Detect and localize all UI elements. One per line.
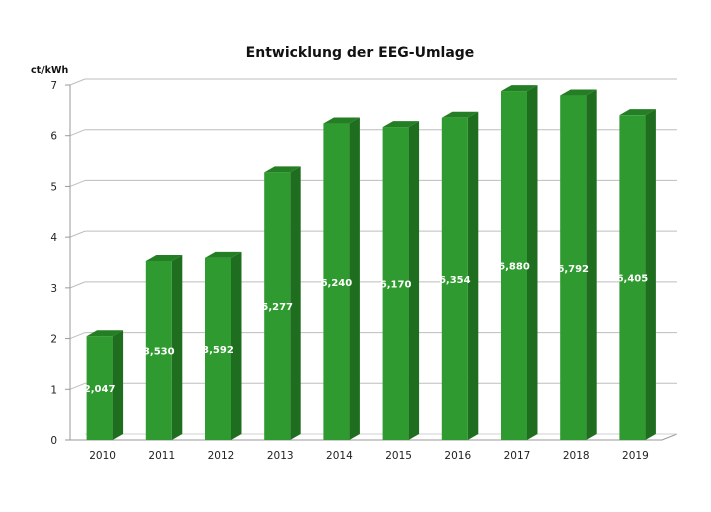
bar-side [112,330,124,440]
bar [205,251,242,440]
bar-top [264,166,301,173]
x-tick-label: 2014 [326,450,353,462]
bar-side [527,85,538,440]
gridline-wall [69,332,86,340]
bar-front [86,336,113,440]
x-tick-label: 2016 [444,450,471,462]
x-tick-label: 2012 [208,450,235,462]
y-tick-label: 2 [50,334,57,346]
data-label: 6,405 [617,274,649,285]
y-tick-labels: 0 1 2 3 4 5 6 7 [50,80,57,447]
bar-front [501,91,527,440]
bar-top [145,254,183,261]
x-tick-label: 2013 [267,450,294,462]
bar-top [619,109,656,116]
data-labels: 2,047 3,530 3,592 5,277 6,240 6,170 6,354 6,880… [84,262,648,396]
gridline-wall [69,129,86,137]
bar [619,109,656,441]
x-tick-label: 2011 [148,450,175,462]
bar-front [145,260,172,440]
bar [560,89,597,440]
x-tick-label: 2010 [89,450,116,462]
bar [441,111,479,441]
data-label: 2,047 [84,384,116,395]
data-label: 6,170 [380,280,412,291]
bars [86,85,656,441]
bar [264,166,301,440]
data-label: 6,792 [557,264,589,275]
gridline-wall [69,281,86,289]
gridline-wall [69,230,86,238]
gridline-wall [69,382,86,390]
bar-front [382,127,409,440]
bar-top [323,117,360,124]
data-label: 6,880 [498,262,530,273]
x-tick-label: 2017 [504,450,531,462]
chart-title: Entwicklung der EEG-Umlage [246,45,475,61]
x-tick-label: 2015 [385,450,412,462]
gridline-wall [69,78,86,86]
bar [501,85,538,440]
bar-side [231,251,242,440]
y-tick-label: 5 [50,181,57,193]
bar-side [586,89,597,440]
bar [145,254,183,440]
y-tick-label: 7 [50,80,57,92]
y-tick-label: 6 [50,131,57,143]
bar [323,117,360,441]
data-label: 3,530 [143,346,175,357]
x-tick-label: 2019 [622,450,649,462]
bar-front [441,117,468,441]
bar [382,121,420,440]
bar-front [323,123,350,441]
bar-top [441,111,479,118]
bar [86,330,124,440]
data-label: 6,354 [439,275,471,286]
bar-top [560,89,597,96]
bar-top [86,330,124,337]
bar-side [171,254,183,440]
gridlines [69,78,677,390]
bar-side [408,121,420,440]
bar-front [619,115,646,441]
y-tick-label: 0 [50,435,57,447]
bar-side [645,109,656,441]
x-tick-labels: 2010 2011 2012 2013 2014 2015 2016 2017 2018 2019 [89,450,649,462]
bar-side [467,111,479,441]
bar-top [501,85,538,92]
y-tick-label: 4 [50,232,57,244]
y-axis-unit-label: ct/kWh [31,65,68,76]
gridline-wall [69,179,86,187]
y-tick-label: 3 [50,283,57,295]
data-label: 5,277 [261,302,293,313]
bar-front [205,257,231,440]
bar-side [349,117,360,441]
x-tick-label: 2018 [563,450,590,462]
bar-front [560,95,587,440]
bar-front [264,172,291,440]
bar-top [382,121,420,128]
y-tick-label: 1 [50,384,57,396]
bar-top [205,251,242,258]
data-label: 6,240 [321,278,353,289]
data-label: 3,592 [202,345,234,356]
bar-side [290,166,301,440]
